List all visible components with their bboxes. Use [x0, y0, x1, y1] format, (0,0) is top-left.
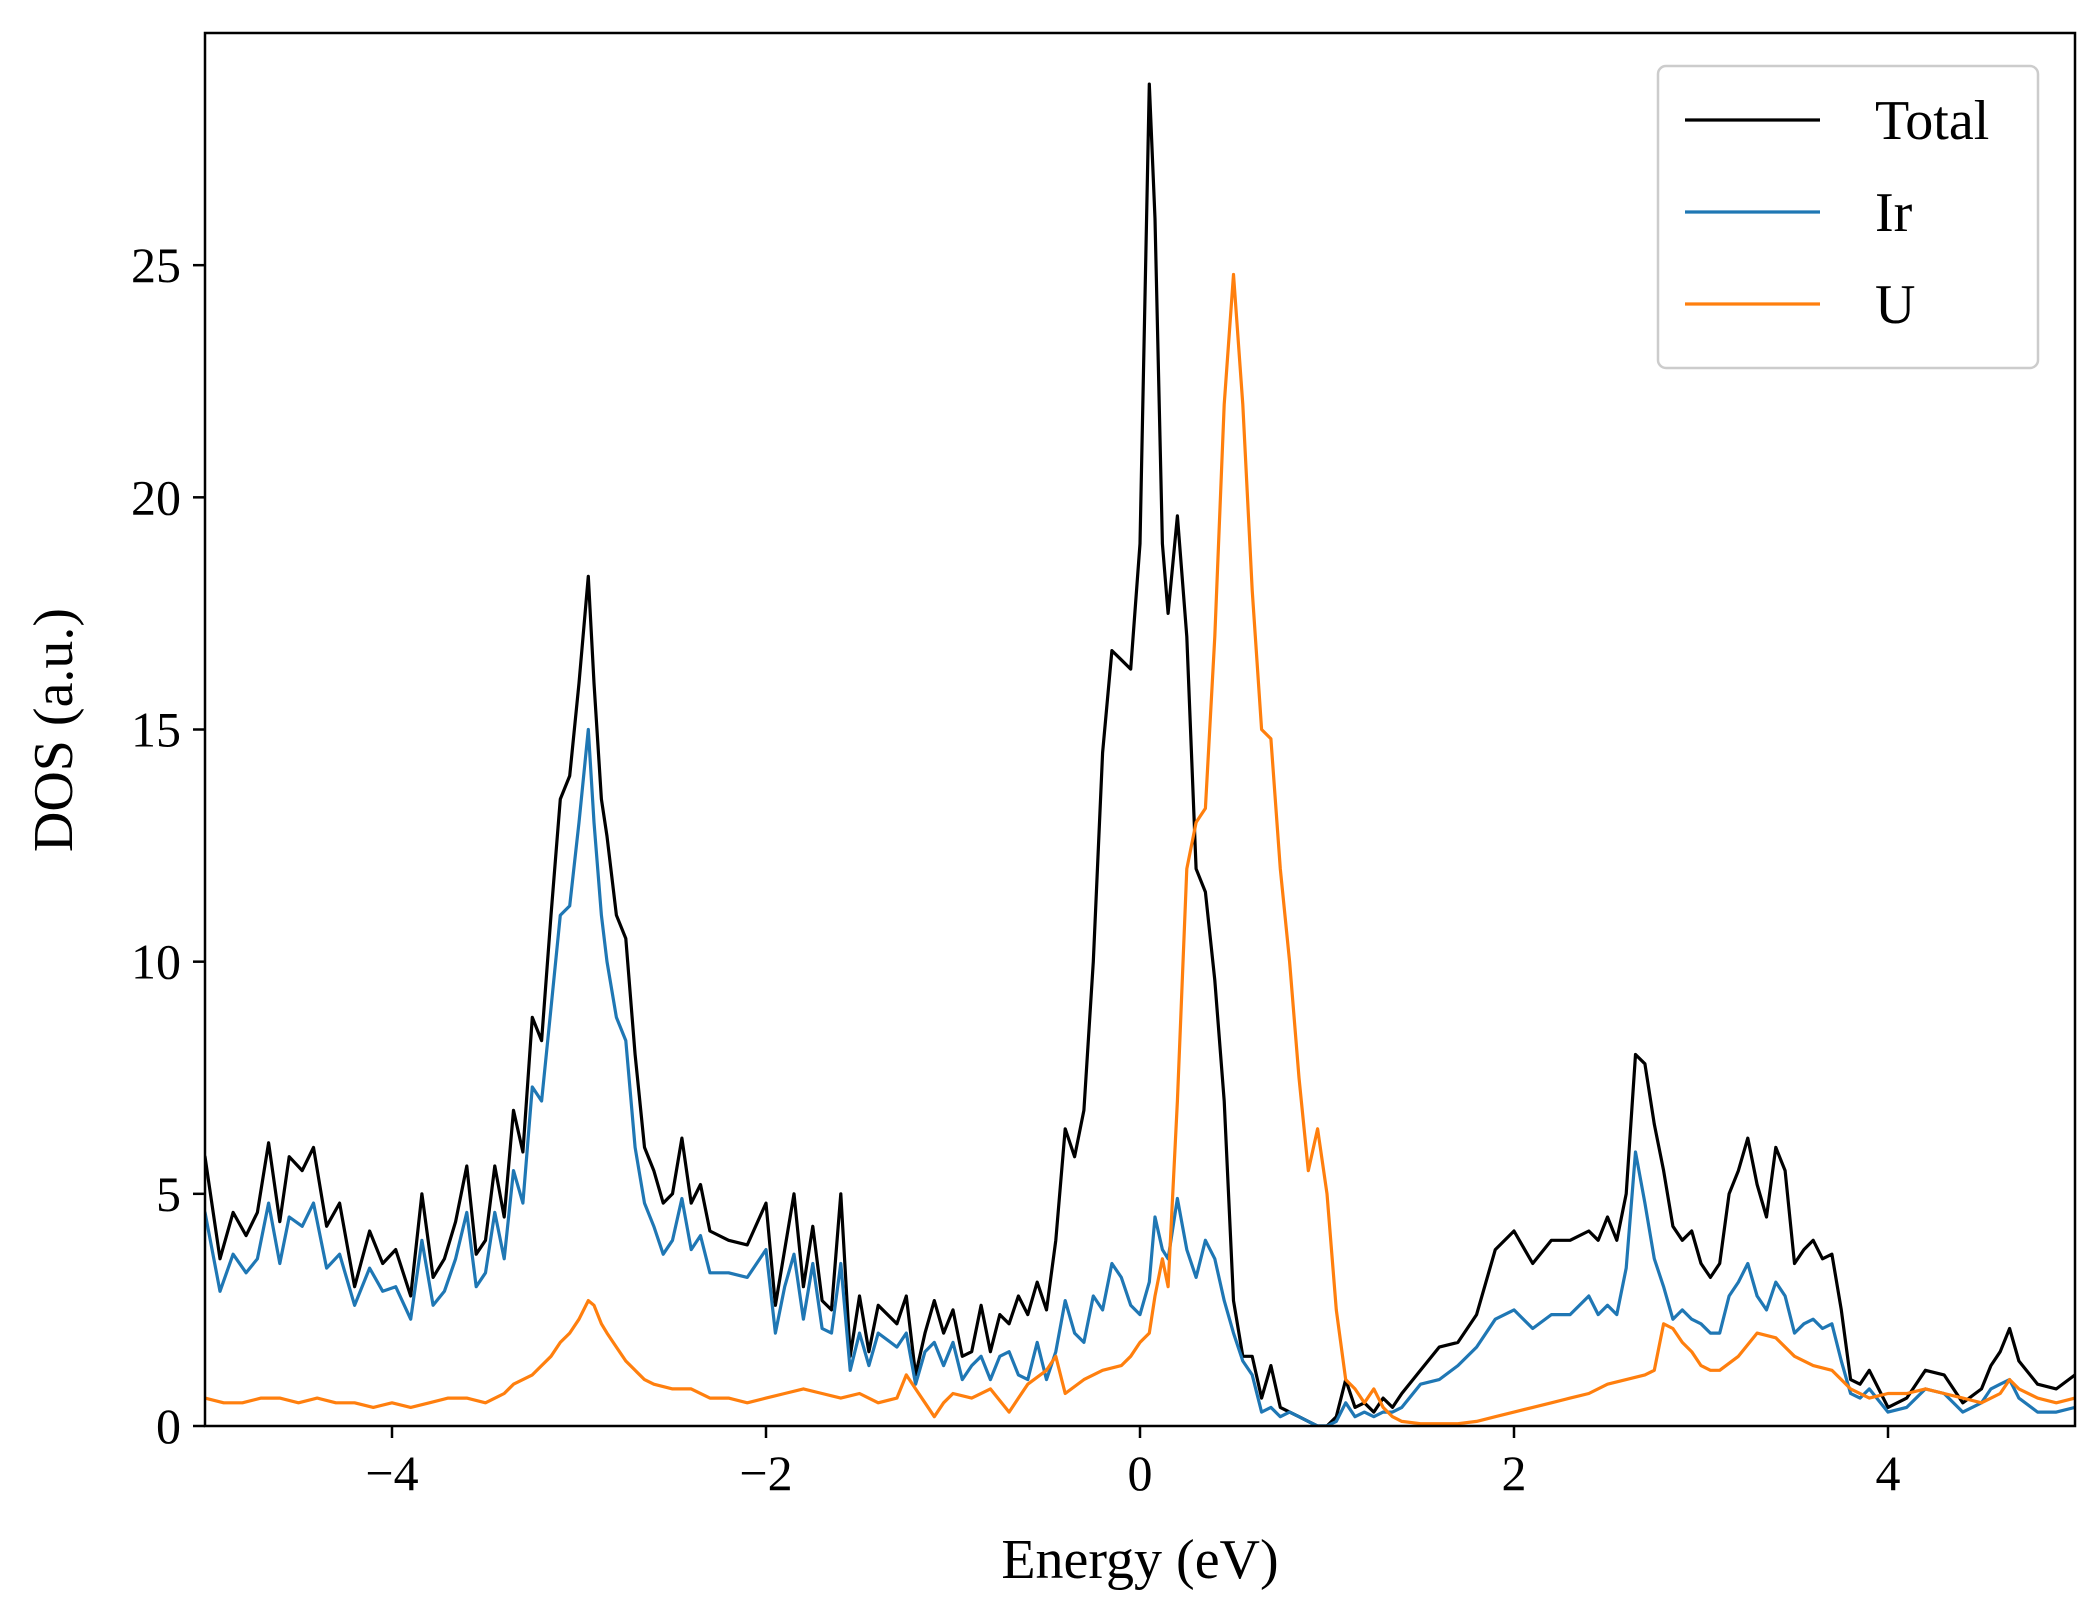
x-tick-label: −4: [365, 1445, 418, 1501]
series-layer: [205, 82, 2075, 1426]
y-tick-label: 20: [131, 469, 181, 525]
y-tick-label: 15: [131, 702, 181, 758]
y-tick-label: 10: [131, 934, 181, 990]
y-tick-label: 5: [156, 1166, 181, 1222]
legend-label-u: U: [1875, 274, 1915, 336]
y-axis-label: DOS (a.u.): [23, 608, 85, 852]
y-tick-label: 25: [131, 237, 181, 293]
series-line-u: [205, 272, 2075, 1426]
x-tick-label: 2: [1502, 1445, 1527, 1501]
legend-box: [1656, 64, 2040, 370]
legend-label-ir: Ir: [1875, 182, 1913, 244]
x-tick-label: −2: [739, 1445, 792, 1501]
x-axis-ticks: −4 −2 0 2 4: [365, 1426, 1901, 1501]
x-tick-label: 0: [1128, 1445, 1153, 1501]
y-tick-label: 0: [156, 1398, 181, 1454]
y-axis-ticks: 0 5 10 15 20 25: [131, 237, 205, 1454]
series-line-ir: [205, 727, 2075, 1426]
x-tick-label: 4: [1876, 1445, 1901, 1501]
series-line-total: [205, 82, 2075, 1426]
legend-label-total: Total: [1875, 90, 1989, 152]
x-axis-label: Energy (eV): [1001, 1529, 1278, 1591]
legend: Total Ir U: [1656, 64, 2040, 370]
